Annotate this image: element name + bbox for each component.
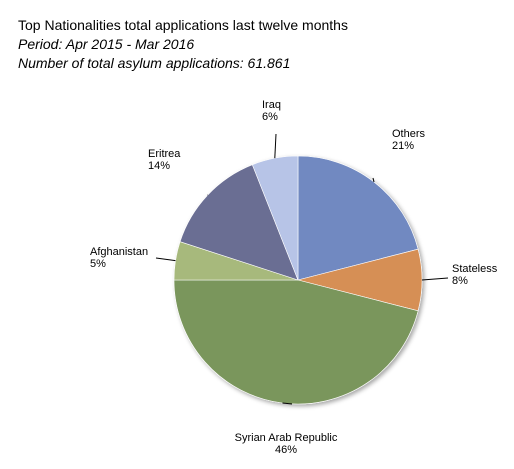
slice-label: Afghanistan [90, 246, 148, 258]
slice-value-label: 46% [275, 444, 297, 456]
pie-slice-others [297, 155, 419, 281]
slice-label: Iraq [262, 99, 281, 111]
slice-value-label: 6% [262, 111, 278, 123]
slice-value-label: 21% [392, 140, 414, 152]
leader-line [421, 277, 449, 281]
leader-line [282, 402, 293, 405]
slice-label: Others [392, 128, 426, 140]
slice-value-label: 14% [148, 160, 170, 172]
chart-total: Number of total asylum applications: 61.… [18, 55, 291, 71]
leader-line [274, 133, 277, 159]
slice-label: Eritrea [148, 148, 181, 160]
leader-line [372, 177, 375, 183]
slice-value-label: 5% [90, 258, 106, 270]
leader-line [155, 257, 176, 262]
pie-slice-syrian-arab-republic [173, 279, 419, 405]
chart-period: Period: Apr 2015 - Mar 2016 [18, 36, 195, 52]
slice-value-label: 8% [452, 275, 468, 287]
slice-label: Stateless [452, 263, 498, 275]
chart-title: Top Nationalities total applications las… [18, 17, 348, 33]
slice-label: Syrian Arab Republic [235, 432, 338, 444]
